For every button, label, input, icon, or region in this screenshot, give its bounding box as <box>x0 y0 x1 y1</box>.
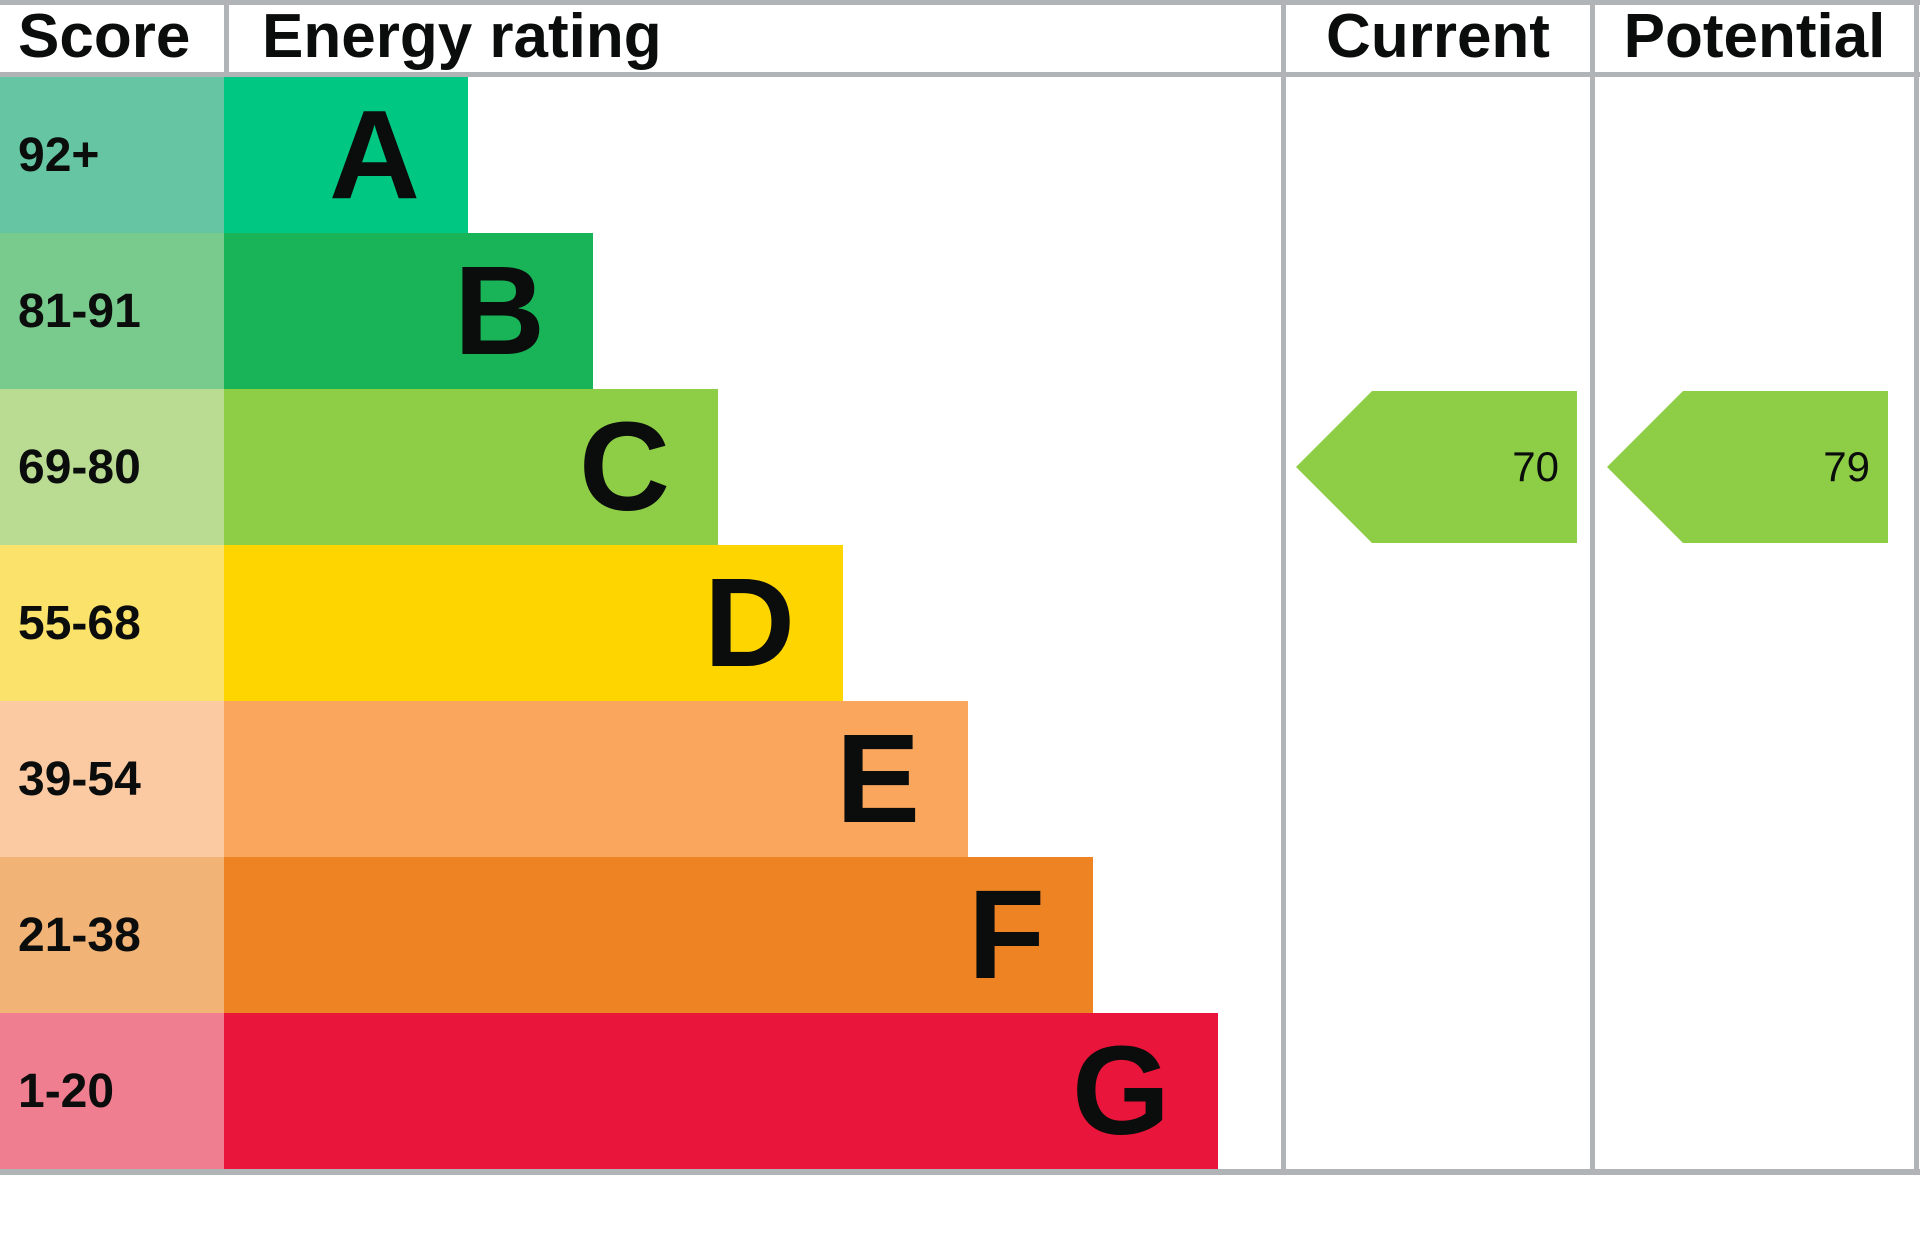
right-border <box>1914 5 1919 1169</box>
score-cell-f: 21-38 <box>0 857 224 1013</box>
band-row-d: 55-68 D <box>0 545 1920 701</box>
score-range-label-b: 81-91 <box>18 284 141 338</box>
score-range-label-a: 92+ <box>18 128 100 182</box>
band-letter-g: G <box>1071 1020 1170 1161</box>
score-cell-b: 81-91 <box>0 233 224 389</box>
band-row-a: 92+ A <box>0 77 1920 233</box>
header-row: Score Energy rating Current Potential <box>0 5 1920 72</box>
rating-bar-d: D <box>224 545 843 701</box>
score-cell-a: 92+ <box>0 77 224 233</box>
rating-bar-c: C <box>224 389 718 545</box>
score-column-divider <box>224 5 229 72</box>
band-letter-f: F <box>968 864 1045 1005</box>
score-cell-c: 69-80 <box>0 389 224 545</box>
band-row-g: 1-20 G <box>0 1013 1920 1169</box>
score-range-label-d: 55-68 <box>18 596 141 650</box>
score-range-label-f: 21-38 <box>18 908 141 962</box>
top-border <box>0 0 1920 5</box>
band-row-f: 21-38 F <box>0 857 1920 1013</box>
rating-bar-b: B <box>224 233 593 389</box>
band-letter-a: A <box>329 84 420 225</box>
band-letter-e: E <box>835 708 920 849</box>
rating-bar-g: G <box>224 1013 1218 1169</box>
score-range-label-c: 69-80 <box>18 440 141 494</box>
potential-rating-value: 79 <box>1823 443 1870 490</box>
header-divider <box>0 72 1920 77</box>
current-column-divider <box>1281 5 1286 1169</box>
energy-rating-column-header: Energy rating <box>262 2 662 71</box>
score-cell-e: 39-54 <box>0 701 224 857</box>
score-cell-d: 55-68 <box>0 545 224 701</box>
score-column-header: Score <box>18 2 191 71</box>
band-letter-b: B <box>454 240 545 381</box>
potential-column-divider <box>1590 5 1595 1169</box>
score-range-label-g: 1-20 <box>18 1064 115 1118</box>
band-letter-d: D <box>704 552 795 693</box>
band-row-e: 39-54 E <box>0 701 1920 857</box>
current-column-header: Current <box>1326 2 1550 71</box>
band-rows: 92+ A 81-91 B 69-80 C 55-68 <box>0 77 1920 1169</box>
score-range-label-e: 39-54 <box>18 752 141 806</box>
band-letter-c: C <box>579 396 670 537</box>
potential-column-header: Potential <box>1623 2 1886 71</box>
score-cell-g: 1-20 <box>0 1013 224 1169</box>
band-row-c: 69-80 C <box>0 389 1920 545</box>
rating-bar-a: A <box>224 77 468 233</box>
current-rating-value: 70 <box>1512 443 1559 490</box>
rating-bar-e: E <box>224 701 968 857</box>
band-row-b: 81-91 B <box>0 233 1920 389</box>
bottom-border <box>0 1169 1920 1175</box>
rating-bar-f: F <box>224 857 1093 1013</box>
